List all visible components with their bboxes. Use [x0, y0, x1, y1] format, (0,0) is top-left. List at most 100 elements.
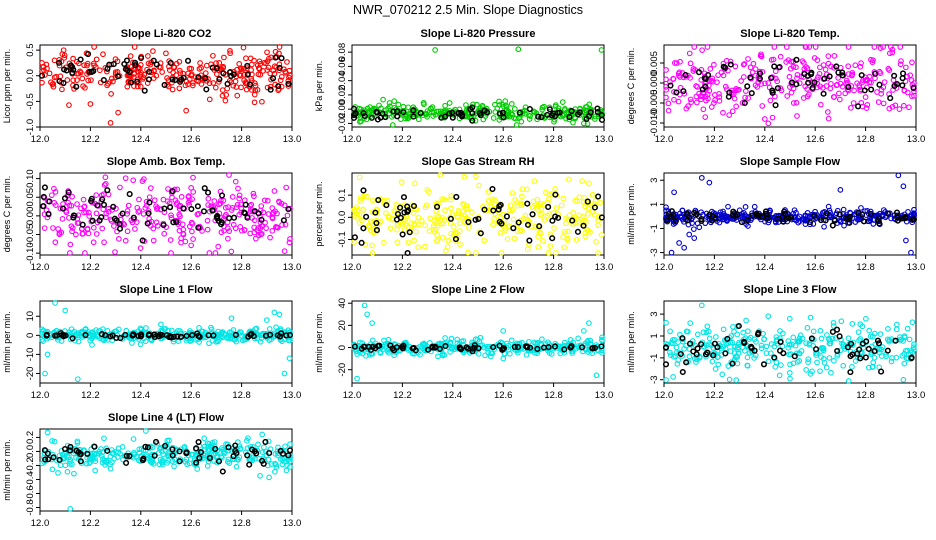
data-point	[673, 60, 680, 66]
y-tick-label: 1	[649, 202, 660, 207]
data-point	[481, 107, 488, 114]
data-point	[146, 68, 153, 75]
data-point	[805, 356, 812, 363]
data-point	[736, 207, 743, 214]
data-point	[46, 70, 53, 77]
data-point	[232, 178, 239, 185]
data-point	[888, 358, 895, 365]
data-point	[460, 201, 467, 208]
data-point	[750, 60, 757, 67]
data-point	[147, 185, 154, 191]
data-point	[63, 67, 70, 74]
data-point	[531, 339, 537, 346]
data-point	[772, 102, 779, 109]
data-point	[89, 453, 96, 460]
data-point	[726, 112, 732, 118]
x-tick-label: 12.2	[393, 390, 412, 401]
y-tick-label: 3	[649, 311, 660, 316]
data-point	[251, 99, 258, 106]
data-point	[153, 203, 159, 210]
data-point	[729, 360, 736, 367]
data-point	[85, 51, 92, 58]
data-point	[772, 68, 779, 75]
x-tick-label: 12.2	[705, 134, 724, 145]
data-point	[834, 351, 841, 357]
data-point	[96, 450, 102, 457]
data-point	[432, 47, 439, 53]
data-point	[902, 215, 909, 222]
series-selected	[43, 330, 294, 342]
data-point	[522, 212, 529, 219]
data-point	[553, 205, 560, 211]
data-point	[244, 214, 251, 221]
data-point	[535, 244, 542, 250]
data-point	[373, 109, 381, 116]
data-point	[744, 354, 751, 361]
data-point	[104, 187, 111, 194]
x-tick-label: 12.6	[806, 262, 825, 273]
data-point	[214, 453, 221, 460]
x-tick-label: 12.6	[806, 134, 825, 145]
data-point	[227, 50, 233, 57]
data-point	[237, 65, 244, 71]
data-point	[435, 353, 441, 360]
data-point	[901, 360, 908, 367]
data-point	[694, 354, 700, 360]
data-point	[562, 228, 568, 235]
data-point	[591, 204, 598, 211]
data-point	[572, 114, 578, 121]
x-tick-label: 12.8	[232, 390, 251, 401]
data-point	[51, 57, 58, 64]
data-point	[440, 220, 447, 227]
data-point	[84, 62, 90, 69]
x-tick-label: 12.4	[444, 134, 463, 145]
data-point	[515, 46, 522, 53]
data-point	[122, 175, 129, 182]
data-point	[209, 64, 216, 71]
data-point	[368, 114, 375, 121]
data-point	[104, 68, 110, 75]
data-point	[593, 372, 600, 379]
x-tick-label: 13.0	[283, 134, 302, 145]
data-point	[91, 443, 98, 450]
data-point	[734, 344, 741, 351]
data-point	[444, 244, 451, 250]
data-point	[434, 236, 441, 243]
data-point	[683, 105, 690, 112]
data-point	[505, 342, 512, 349]
data-point	[274, 224, 281, 231]
data-point	[232, 225, 239, 232]
data-point	[830, 323, 837, 329]
x-tick-label: 12.6	[182, 390, 201, 401]
data-point	[866, 79, 873, 86]
x-tick-label: 12.0	[31, 390, 50, 401]
data-point	[516, 109, 523, 116]
data-point	[743, 317, 749, 324]
data-point	[259, 98, 265, 105]
data-point	[482, 352, 488, 359]
data-point	[514, 228, 521, 235]
data-point	[878, 368, 885, 375]
data-point	[93, 56, 100, 63]
data-point	[511, 106, 518, 112]
data-point	[753, 210, 760, 217]
y-tick-label: 0	[25, 333, 36, 338]
x-tick-label: 12.4	[132, 134, 151, 145]
data-point	[398, 179, 405, 185]
data-point	[244, 452, 251, 459]
data-point	[190, 174, 196, 181]
data-point	[497, 230, 504, 236]
data-point	[537, 211, 543, 218]
data-point	[282, 443, 288, 450]
data-point	[161, 230, 168, 237]
data-point	[161, 209, 168, 216]
y-tick-label: -20	[337, 363, 348, 377]
data-point	[484, 343, 491, 350]
data-point	[717, 209, 724, 216]
data-point	[74, 201, 80, 207]
data-point	[870, 217, 877, 223]
data-point	[206, 96, 213, 103]
data-point	[738, 219, 745, 226]
data-point	[425, 346, 432, 353]
